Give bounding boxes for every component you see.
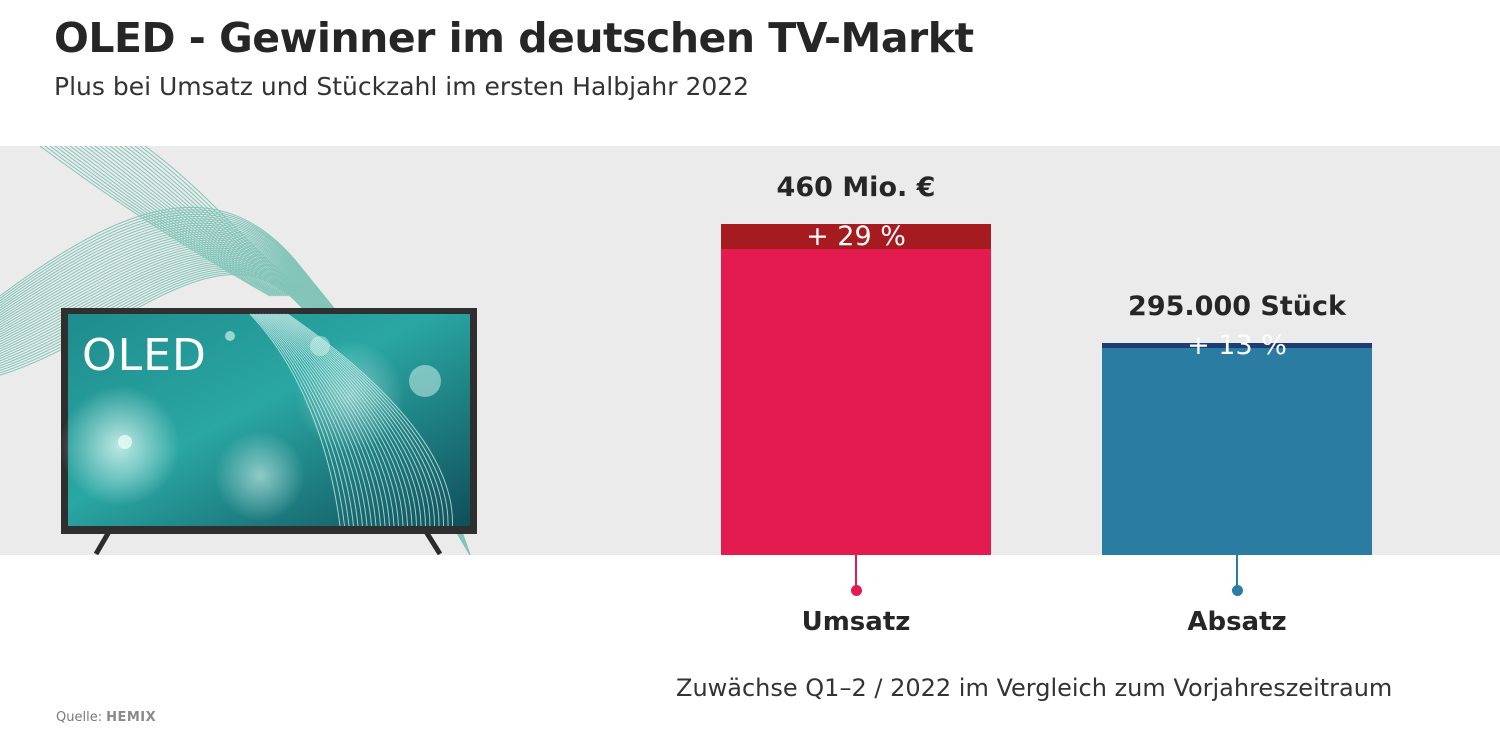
dot-absatz [1231,585,1243,596]
source-line: Quelle: HEMIX [56,710,156,725]
stem-umsatz [855,555,857,587]
oled-tv-illustration [60,308,477,555]
footnote: Zuwächse Q1–2 / 2022 im Vergleich zum Vo… [676,674,1393,702]
bar-umsatz: + 29 % [721,221,991,555]
increase-label-umsatz: + 29 % [806,221,906,252]
bar-absatz: + 13 % [1102,330,1372,555]
source-brand-logo: HEMIX [106,710,157,725]
page-title: OLED - Gewinner im deutschen TV-Markt [54,14,974,62]
category-label-absatz: Absatz [1187,607,1287,637]
bar-absatz-increase: + 13 % [1102,330,1372,361]
value-label-absatz: 295.000 Stück [1128,291,1346,322]
dot-umsatz [850,585,862,596]
tv-screen-text: OLED [82,330,207,381]
increase-label-absatz: + 13 % [1187,330,1287,361]
bar-umsatz-increase: + 29 % [721,221,991,252]
value-label-umsatz: 460 Mio. € [776,172,936,203]
source-prefix: Quelle: [56,710,103,725]
page-subtitle: Plus bei Umsatz und Stückzahl im ersten … [54,72,750,101]
category-label-umsatz: Umsatz [801,607,911,637]
stem-absatz [1236,555,1238,587]
